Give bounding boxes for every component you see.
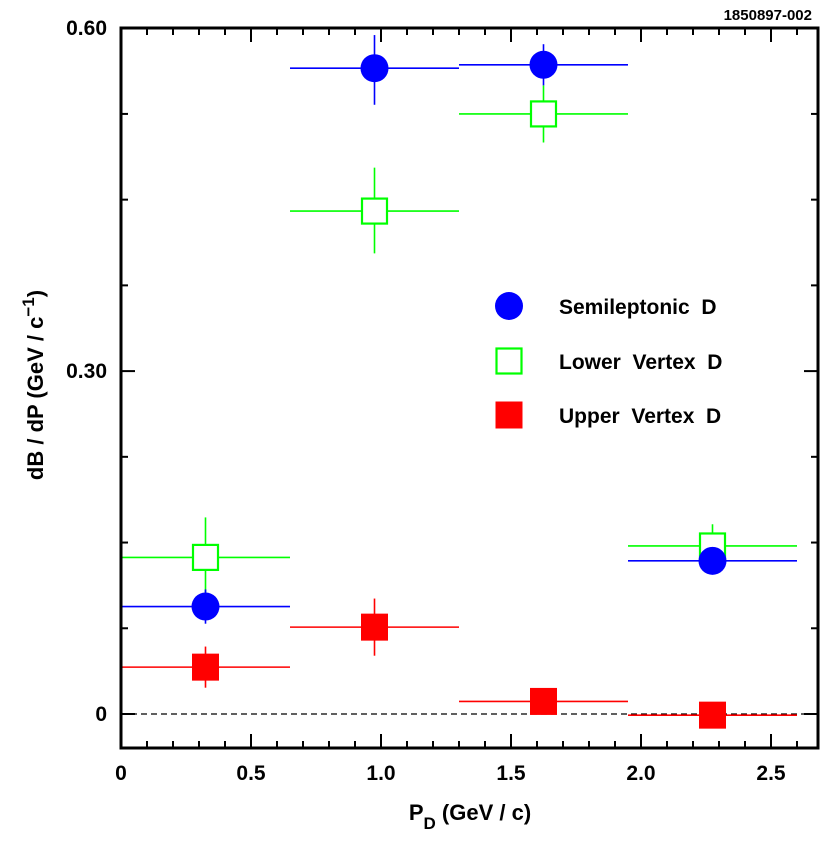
y-axis-label-close: ) [23,290,48,297]
x-axis-label-rest: (GeV / c) [436,800,531,825]
marker-upper-vertex-d [361,613,388,641]
marker-upper-vertex-d [192,653,219,681]
legend-marker-lower-vertex-d [495,347,523,375]
data-point-upper-vertex-d [628,701,797,729]
series-lower-vertex-d [121,85,797,594]
y-axis-label-sup: −1 [19,297,38,316]
y-axis-label: dB / dP (GeV / c−1) [19,290,48,480]
x-tick-label: 2.5 [756,762,786,785]
data-point-semileptonic-d [121,589,290,624]
series-upper-vertex-d [121,598,797,729]
data-point-lower-vertex-d [121,517,290,594]
data-point-semileptonic-d [459,44,628,86]
plot-frame [119,26,820,750]
legend-label-upper-vertex-d: Upper Vertex D [559,405,721,428]
marker-semileptonic-d [529,50,558,79]
x-tick-label: 2.0 [626,762,655,785]
marker-lower-vertex-d [360,197,389,225]
legend-label-lower-vertex-d: Lower Vertex D [559,351,722,374]
marker-semileptonic-d [191,592,220,621]
marker-upper-vertex-d [699,701,726,729]
legend-item-lower-vertex-d: Lower Vertex D [495,347,722,375]
x-tick-label: 0 [115,762,127,785]
legend-marker-semileptonic-d [495,292,523,320]
series-semileptonic-d [121,35,797,624]
x-tick-label: 1.0 [366,762,395,785]
data-point-semileptonic-d [628,546,797,575]
marker-semileptonic-d [360,54,389,83]
data-layer [121,35,797,729]
legend-label-semileptonic-d: Semileptonic D [559,296,717,319]
legend-item-upper-vertex-d: Upper Vertex D [495,401,721,429]
data-point-lower-vertex-d [459,85,628,143]
x-axis-label-sub: D [424,814,436,833]
data-point-lower-vertex-d [290,167,459,254]
marker-lower-vertex-d [191,543,220,572]
x-tick-label: 0.5 [236,762,266,785]
marker-lower-vertex-d [529,100,558,128]
data-point-semileptonic-d [290,35,459,105]
legend: Semileptonic D Lower Vertex D Upper Vertex… [495,292,722,429]
legend-item-semileptonic-d: Semileptonic D [495,292,717,320]
y-tick-label: 0.60 [66,17,107,40]
y-tick-label: 0.30 [66,360,107,383]
data-point-upper-vertex-d [459,687,628,715]
x-axis-label-main: P [409,800,424,825]
legend-marker-upper-vertex-d [495,401,523,429]
x-axis-label: PD (GeV / c) [409,800,531,833]
y-axis-label-main: dB / dP (GeV / c [23,317,48,480]
marker-upper-vertex-d [530,687,557,715]
data-point-upper-vertex-d [121,646,290,688]
data-point-upper-vertex-d [290,598,459,656]
y-tick-label: 0 [95,703,107,726]
figure-id: 1850897-002 [724,7,812,24]
x-tick-label: 1.5 [496,762,526,785]
marker-semileptonic-d [698,546,727,575]
axes-layer: 0 0.5 1.0 1.5 2.0 2.5 0 0.30 0.60 [66,17,818,785]
